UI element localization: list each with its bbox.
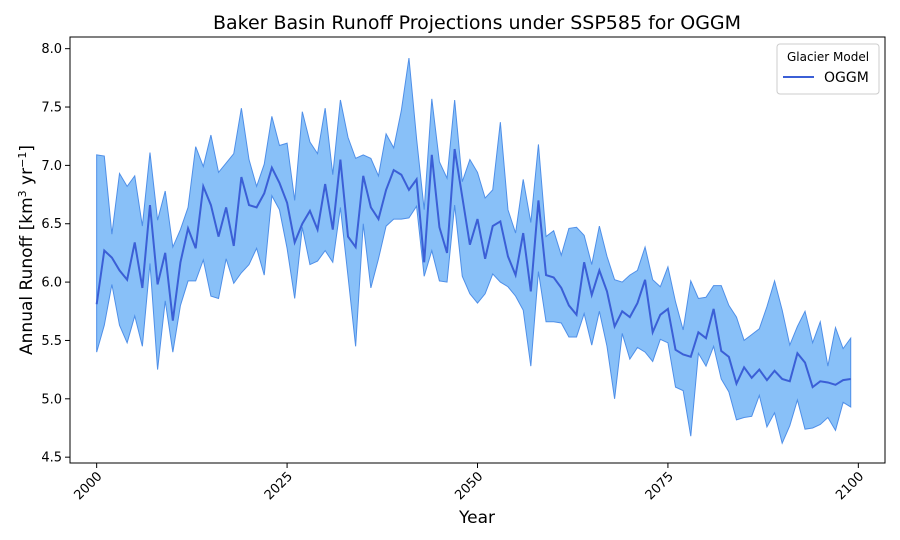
y-tick-label-4.5: 4.5 — [41, 451, 62, 466]
y-tick-label-7.0: 7.0 — [41, 159, 62, 174]
y-axis-title: Annual Runoff [km3 yr−1] — [16, 145, 38, 355]
y-axis-title-sup2: −1 — [16, 152, 29, 168]
y-tick-label-6.5: 6.5 — [41, 217, 62, 232]
plot-area — [95, 57, 852, 445]
legend: Glacier Model OGGM — [776, 43, 880, 95]
y-axis-ticks: 4.5 5.0 5.5 6.0 6.5 7.0 7.5 8.0 — [41, 42, 70, 466]
runoff-range-band — [96, 57, 852, 445]
y-tick-label-7.5: 7.5 — [41, 101, 62, 116]
y-axis-title-main: Annual Runoff [km — [17, 197, 37, 355]
y-tick-label-5.0: 5.0 — [41, 392, 62, 407]
chart-title: Baker Basin Runoff Projections under SSP… — [213, 12, 741, 34]
y-tick-label-6.0: 6.0 — [41, 276, 62, 291]
legend-box — [776, 43, 880, 95]
y-axis-title-mid: yr — [17, 168, 37, 190]
y-axis-title-end: ] — [17, 145, 37, 152]
y-axis-title-sup1: 3 — [16, 190, 29, 197]
legend-title: Glacier Model — [787, 50, 869, 64]
y-tick-label-8.0: 8.0 — [41, 42, 62, 57]
y-tick-label-5.5: 5.5 — [41, 334, 62, 349]
x-axis-title: Year — [458, 508, 495, 528]
oggm-mean-line — [95, 148, 851, 389]
legend-label-oggm: OGGM — [824, 70, 869, 86]
